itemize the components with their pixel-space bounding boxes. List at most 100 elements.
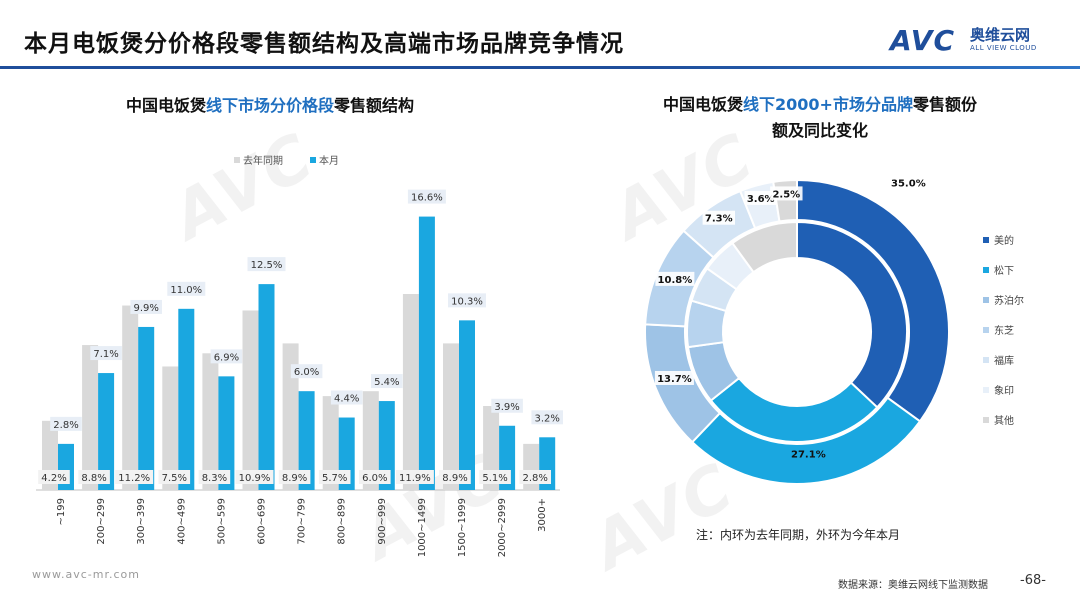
page-title: 本月电饭煲分价格段零售额结构及高端市场品牌竞争情况	[24, 31, 624, 57]
label-box-last-year	[38, 470, 70, 484]
data-label-this-month: 3.2%	[534, 413, 559, 424]
x-tick-label: 2000~2999	[497, 498, 508, 557]
label-box-last-year	[158, 470, 191, 484]
data-label-this-month: 6.9%	[214, 352, 239, 363]
label-box-last-year	[235, 470, 274, 484]
bar-this-month	[418, 216, 435, 490]
donut-title-line2: 额及同比变化	[771, 121, 868, 140]
label-box-this-month	[247, 257, 286, 272]
data-label-this-month: 4.4%	[334, 394, 359, 405]
label-box-this-month	[491, 398, 523, 413]
label-box-this-month	[210, 349, 243, 364]
label-box-last-year	[519, 470, 551, 484]
donut-legend-label: 象印	[994, 385, 1014, 397]
data-label-this-month: 7.1%	[93, 349, 118, 360]
x-tick-label: 1000~1499	[417, 498, 428, 557]
legend-label-this-month: 本月	[319, 154, 339, 167]
donut-legend-swatch	[983, 387, 989, 393]
inner-slice-6	[730, 220, 798, 274]
inner-slice-0	[796, 220, 908, 409]
title-rule	[0, 66, 1080, 69]
label-box-this-month	[330, 390, 363, 405]
footer-source: 数据来源：奥维云网线下监测数据	[838, 580, 988, 591]
bar-title-part: 中国电饭煲	[125, 96, 206, 115]
bar-last-year	[242, 310, 259, 490]
legend-label-last-year: 去年同期	[243, 154, 283, 167]
legend-swatch-last-year	[234, 157, 240, 163]
data-label-last-year: 10.9%	[239, 473, 271, 484]
slice-label-box	[770, 186, 803, 201]
label-box-this-month	[448, 293, 486, 308]
slice-label: 27.1%	[791, 449, 826, 460]
donut-legend-swatch	[983, 237, 989, 243]
bar-this-month	[218, 376, 235, 490]
label-box-last-year	[395, 470, 434, 484]
footer-url[interactable]: www.avc-mr.com	[32, 568, 140, 581]
logo-en-text: ALL VIEW CLOUD	[970, 44, 1037, 52]
label-box-this-month	[407, 189, 446, 204]
slice-label-box	[655, 271, 695, 286]
slice-label: 3.6%	[747, 194, 775, 205]
donut-legend-label: 东芝	[994, 324, 1014, 337]
data-label-this-month: 6.0%	[294, 367, 319, 378]
slice-label: 7.3%	[705, 214, 733, 225]
page-number: -68-	[1020, 573, 1046, 588]
data-label-this-month: 5.4%	[374, 377, 399, 388]
donut-legend-swatch	[983, 357, 989, 363]
data-label-last-year: 6.0%	[362, 473, 387, 484]
donut-title-highlight: 线下2000+市场分品牌	[743, 95, 913, 114]
bar-this-month	[378, 401, 395, 490]
bar-last-year	[402, 294, 419, 490]
bar-title-highlight: 线下市场分价格段	[205, 96, 334, 115]
bar-last-year	[322, 396, 339, 490]
data-label-this-month: 12.5%	[251, 260, 283, 271]
donut-legend-swatch	[983, 327, 989, 333]
label-box-last-year	[78, 470, 110, 484]
data-label-last-year: 2.8%	[522, 473, 547, 484]
label-box-last-year	[439, 470, 471, 484]
x-tick-label: 800~899	[337, 498, 348, 545]
x-tick-label: 300~399	[136, 498, 147, 545]
x-tick-label: 1500~1999	[457, 498, 468, 557]
outer-slice-0	[796, 178, 950, 423]
bar-last-year	[282, 343, 299, 490]
data-label-this-month: 3.9%	[494, 402, 519, 413]
bar-this-month	[178, 308, 195, 490]
data-label-last-year: 8.3%	[202, 473, 227, 484]
x-tick-label: 700~799	[297, 498, 308, 545]
label-box-this-month	[167, 281, 206, 296]
bar-last-year	[82, 345, 99, 490]
label-box-this-month	[290, 364, 323, 379]
data-label-this-month: 16.6%	[411, 193, 443, 204]
donut-chart-title: 中国电饭煲线下2000+市场分品牌零售额份 额及同比变化	[590, 92, 1050, 144]
label-box-last-year	[115, 470, 154, 484]
donut-legend-label: 其他	[994, 414, 1014, 427]
x-tick-label: 500~599	[216, 498, 227, 545]
data-label-last-year: 11.9%	[399, 473, 431, 484]
bar-this-month	[98, 373, 115, 490]
label-box-last-year	[278, 470, 311, 484]
data-label-last-year: 4.2%	[41, 473, 66, 484]
slice-label: 2.5%	[772, 189, 800, 200]
label-box-this-month	[130, 299, 162, 314]
x-tick-label: 200~299	[96, 498, 107, 545]
donut-title-part: 零售额份	[912, 95, 977, 114]
data-label-last-year: 8.9%	[442, 473, 467, 484]
data-label-this-month: 9.9%	[133, 303, 158, 314]
label-box-last-year	[318, 470, 351, 484]
x-tick-label: 600~699	[257, 498, 268, 545]
legend-swatch-this-month	[310, 157, 316, 163]
slice-label-box	[654, 370, 694, 385]
bar-last-year	[362, 391, 379, 490]
label-box-this-month	[371, 374, 403, 389]
donut-legend-swatch	[983, 417, 989, 423]
data-label-last-year: 11.2%	[118, 473, 150, 484]
label-box-last-year	[198, 470, 231, 484]
bar-this-month	[138, 326, 155, 490]
avc-logo: AVC 奥维云网 ALL VIEW CLOUD	[890, 24, 1060, 58]
data-label-last-year: 8.9%	[282, 473, 307, 484]
label-box-this-month	[90, 346, 122, 361]
x-tick-label: 900~999	[377, 498, 388, 545]
data-label-this-month: 10.3%	[451, 296, 483, 307]
